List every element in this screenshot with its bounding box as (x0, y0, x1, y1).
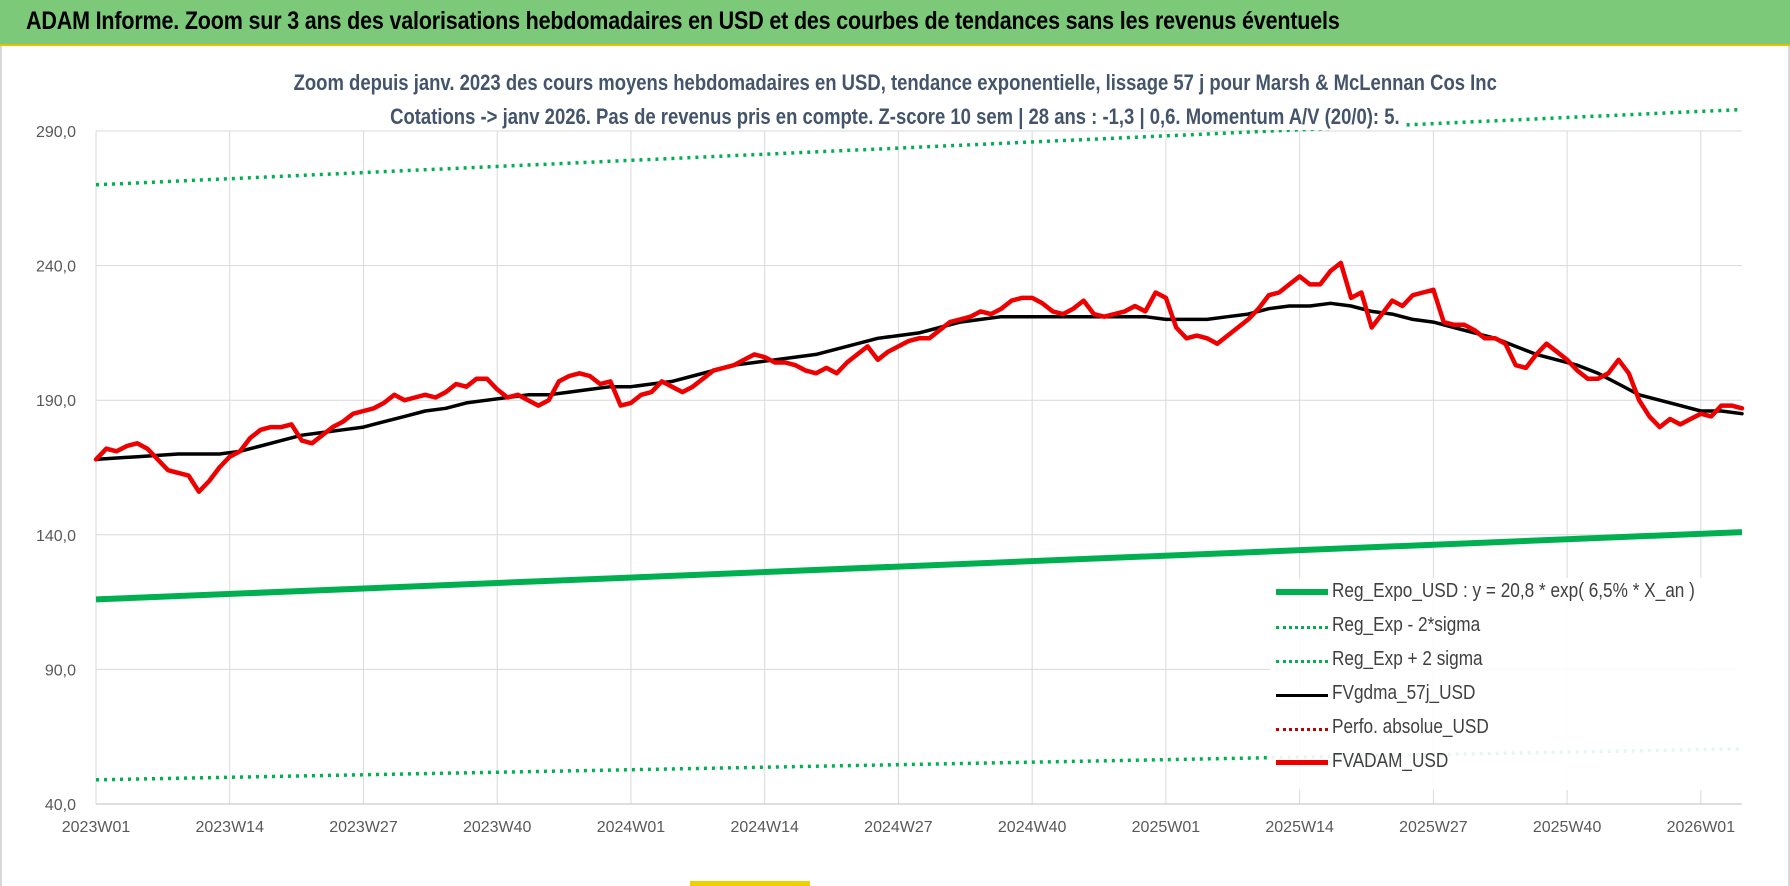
series-fvgdma-57j-line (94, 301, 1744, 462)
legend-label-fvgdma: FVgdma_57j_USD (1332, 682, 1476, 704)
x-tick-label: 2025W40 (1533, 819, 1602, 836)
legend-swatch-perfo (1276, 728, 1328, 731)
bottom-accent-bar (690, 881, 810, 886)
series-fvadam-line (93, 260, 1745, 494)
series-reg-minus-2sigma-line (95, 747, 1743, 782)
legend-label-fvadam: FVADAM_USD (1332, 750, 1449, 772)
x-tick-label: 2025W27 (1399, 819, 1468, 836)
series-reg-expo-line (95, 529, 1743, 603)
legend-item-reg-expo: Reg_Expo_USD : y = 20,8 * exp( 6,5% * X_… (1270, 578, 1750, 608)
y-tick-label: 140,0 (36, 528, 76, 545)
axis-layer: 40,0 90,0 140,0 190,0 240,0 290,0 2023W01 2023W… (36, 124, 1742, 836)
x-tick-label: 2023W40 (463, 819, 532, 836)
legend-label-perfo: Perfo. absolue_USD (1332, 716, 1489, 738)
x-tick-label: 2026W01 (1667, 819, 1736, 836)
y-tick-label: 90,0 (45, 662, 76, 679)
chart-frame (0, 46, 1790, 886)
y-tick-label: 240,0 (36, 259, 76, 276)
legend-swatch-fvgdma (1276, 694, 1328, 697)
legend-label-reg-minus: Reg_Exp - 2*sigma (1332, 614, 1481, 636)
y-tick-label: 290,0 (36, 124, 76, 141)
chart-subtitle-line1: Zoom depuis janv. 2023 des cours moyens … (0, 70, 1790, 96)
legend-item-fvadam: FVADAM_USD (1270, 748, 1750, 778)
report-banner: ADAM Informe. Zoom sur 3 ans des valoris… (0, 0, 1790, 46)
y-tick-label: 40,0 (45, 797, 76, 814)
legend-label-reg-expo: Reg_Expo_USD : y = 20,8 * exp( 6,5% * X_… (1332, 580, 1695, 602)
series-reg-plus-2sigma-line (95, 107, 1743, 187)
x-tick-label: 2025W01 (1132, 819, 1201, 836)
x-tick-label: 2023W01 (62, 819, 131, 836)
x-tick-label: 2025W14 (1265, 819, 1334, 836)
x-tick-label: 2024W27 (864, 819, 933, 836)
series-layer (93, 107, 1745, 782)
legend-label-reg-plus: Reg_Exp + 2 sigma (1332, 648, 1483, 670)
legend-swatch-reg-expo (1276, 589, 1328, 595)
legend-item-perfo: Perfo. absolue_USD (1270, 714, 1750, 744)
legend-item-reg-minus: Reg_Exp - 2*sigma (1270, 612, 1750, 642)
y-tick-label: 190,0 (36, 393, 76, 410)
x-tick-label: 2024W14 (730, 819, 799, 836)
chart-subtitle-line1-text: Zoom depuis janv. 2023 des cours moyens … (286, 70, 1504, 96)
x-tick-label: 2024W01 (597, 819, 666, 836)
chart-subtitle-line2-text: Cotations -> janv 2026. Pas de revenus p… (383, 104, 1407, 130)
x-tick-label: 2024W40 (998, 819, 1067, 836)
legend-swatch-reg-minus (1276, 626, 1328, 629)
legend-swatch-reg-plus (1276, 660, 1328, 663)
legend-item-reg-plus: Reg_Exp + 2 sigma (1270, 646, 1750, 676)
legend-item-fvgdma: FVgdma_57j_USD (1270, 680, 1750, 710)
report-title: ADAM Informe. Zoom sur 3 ans des valoris… (26, 7, 1340, 35)
legend-swatch-fvadam (1276, 760, 1328, 765)
chart-legend: Reg_Expo_USD : y = 20,8 * exp( 6,5% * X_… (1270, 578, 1750, 790)
x-tick-label: 2023W27 (329, 819, 398, 836)
x-tick-label: 2023W14 (195, 819, 264, 836)
chart-subtitle-line2: Cotations -> janv 2026. Pas de revenus p… (0, 104, 1790, 130)
